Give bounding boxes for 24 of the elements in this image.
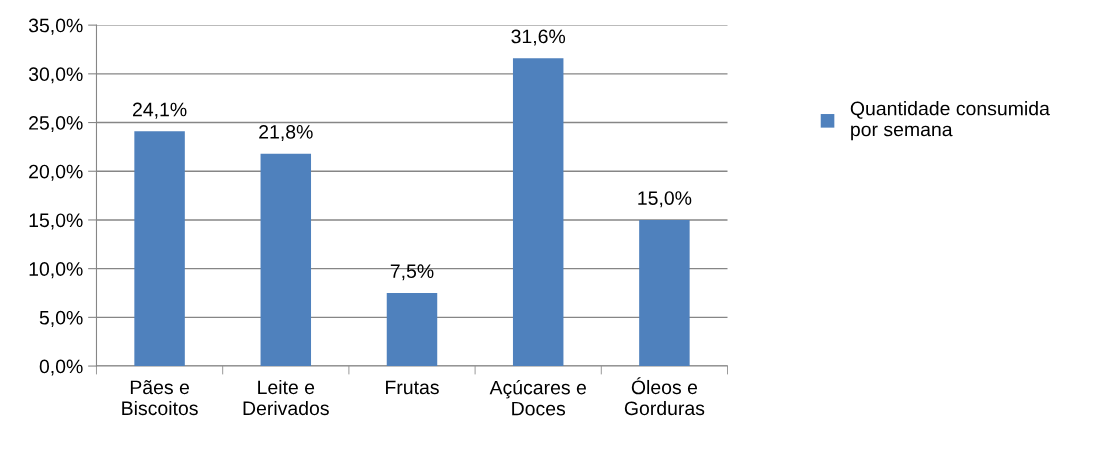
y-tick-label: 25,0% [29, 116, 83, 133]
y-tick-label: 15,0% [29, 213, 83, 230]
y-tick-label: 30,0% [28, 67, 83, 84]
bar [386, 293, 438, 367]
x-tick-label: Leite e Derivados [243, 379, 329, 416]
y-tick-label: 5,0% [39, 310, 83, 327]
data-label: 31,6% [511, 29, 566, 46]
legend-label: Quantidade consumida por semana [850, 101, 1050, 141]
bar [512, 58, 564, 367]
y-tick-label: 10,0% [29, 262, 83, 279]
y-tick-label: 20,0% [29, 164, 83, 181]
data-label: 24,1% [133, 102, 187, 119]
data-label: 7,5% [390, 264, 434, 281]
x-tick-label: Pães e Biscoitos [122, 380, 198, 416]
bar [260, 153, 312, 367]
data-label: 21,8% [259, 124, 313, 142]
y-tick-label: 0,0% [39, 359, 83, 376]
x-tick-label: Frutas [386, 380, 439, 395]
x-tick-label: Açúcares e Doces [489, 379, 586, 416]
data-label: 15,0% [638, 191, 692, 208]
x-tick-label: Óleos e Gorduras [624, 377, 705, 416]
y-tick-label: 35,0% [28, 18, 83, 35]
bar [134, 131, 185, 367]
bar [639, 219, 690, 367]
